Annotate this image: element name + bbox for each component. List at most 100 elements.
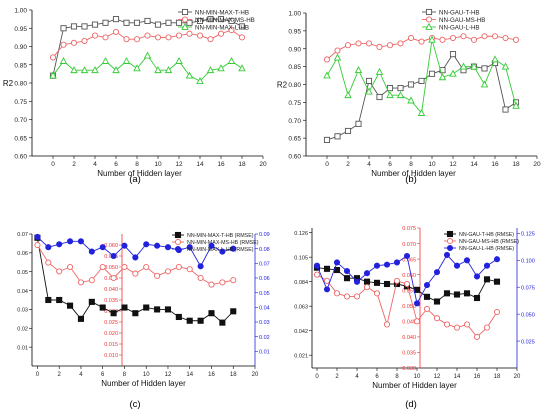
data-point [463,257,471,264]
x-tick-label: 12 [449,161,457,168]
data-point [373,290,381,297]
data-point [449,51,457,58]
data-point [502,34,509,42]
legend-label: NN-GAU-L-HB (RMSE) [459,246,514,252]
data-point [165,34,172,41]
data-point [433,269,441,276]
data-point [493,308,501,316]
y-tick-label: 0.80 [288,82,301,89]
y-tick-label: 0.95 [14,26,27,33]
legend-entry: NN-GAU-MS-HB (RMSE) [444,237,519,245]
data-point [70,66,78,74]
data-point [112,66,120,74]
data-point [165,19,172,26]
data-point [133,36,141,43]
legend-marker [446,244,454,252]
data-point [110,310,117,317]
y-left-tick-label: 0.063 [294,304,308,310]
data-point [49,54,57,61]
y-left-tick-label: 0.105 [294,255,308,261]
x-tick-label: 16 [217,161,225,168]
data-point [217,16,225,23]
data-point [375,67,384,75]
y-left-tick-label: 0.084 [294,280,308,286]
data-point [403,280,411,288]
data-point [110,252,117,260]
data-point [353,293,361,300]
data-point [433,315,441,322]
data-point [59,56,68,64]
data-point [123,36,130,43]
data-point [396,91,405,99]
data-point [206,66,215,74]
data-point [443,251,451,258]
data-point [333,290,341,297]
legend-entry: NN-MIN-MAX-MS-HB (RMSE) [172,238,259,246]
data-point [196,77,204,85]
data-point [227,56,236,64]
data-point [70,23,78,30]
data-point [238,64,246,72]
legend-entry: NN-MIN-MAX-T-HB [178,8,249,16]
x-tick-label: 14 [454,374,461,380]
data-point [121,304,128,311]
legend-label: NN-GAU-MS-HB (RMSE) [459,239,519,245]
data-point [333,259,341,266]
data-point [423,282,431,289]
data-point [56,241,63,248]
data-point [67,263,74,271]
data-point [102,19,109,26]
x-tick-label: 0 [51,161,55,168]
data-point [512,101,520,109]
series-line [52,54,243,82]
data-point [154,66,162,74]
data-point [323,286,331,293]
data-point [154,306,161,313]
y-right-tick-label: 0.05 [259,291,270,297]
data-point [481,65,488,72]
data-point [45,296,52,304]
legend-entry: NN-GAU-L-HB [422,22,480,31]
data-point [175,313,182,321]
data-point [363,278,371,285]
y-right-tick-label: 0.07 [259,262,270,268]
x-tick-label: 8 [135,161,139,168]
x-tick-label: 10 [428,161,436,168]
data-point [164,66,173,74]
legend-label: NN-MIN-MAX-L-HB (RMSE) [187,247,254,253]
y-left-tick-label: 0.07 [17,232,28,238]
data-point [383,280,391,288]
y-left-tick-label: 0.01 [17,345,28,351]
data-point [143,263,150,271]
data-point [112,16,120,23]
y-mid-tick-label: 0.015 [104,342,118,348]
chart-panel-d: 0.021 0.042 0.063 0.084 0.105 0.126 0.030 0.035… [294,226,535,390]
data-point [228,17,235,25]
panel-caption: (c) [129,399,140,410]
y-left-tick-label: 0.03 [17,308,28,314]
data-point [175,263,182,271]
y-mid-tick-label: 0.025 [104,320,118,326]
x-tick-label: 4 [355,374,359,380]
data-point [207,16,214,23]
series-2 [313,271,501,340]
legend-entry: NN-MIN-MAX-L-HB (RMSE) [172,245,254,253]
data-point [470,62,478,70]
x-tick-label: 6 [114,161,118,168]
data-point [418,38,425,45]
y-right-tick-label: 0.01 [259,350,270,356]
data-point [334,47,341,54]
data-point [99,263,106,271]
data-point [60,25,67,32]
data-point [164,244,172,251]
x-tick-label: 14 [186,372,193,378]
data-point [45,244,52,251]
legend-entry: NN-GAU-T-HB [422,8,480,16]
data-point [376,43,383,51]
data-point [413,300,421,307]
legend-entry: NN-GAU-T-HB (RMSE) [444,230,514,238]
data-point [197,274,204,282]
series-line [326,39,517,115]
data-point [219,319,226,326]
data-point [376,93,383,101]
